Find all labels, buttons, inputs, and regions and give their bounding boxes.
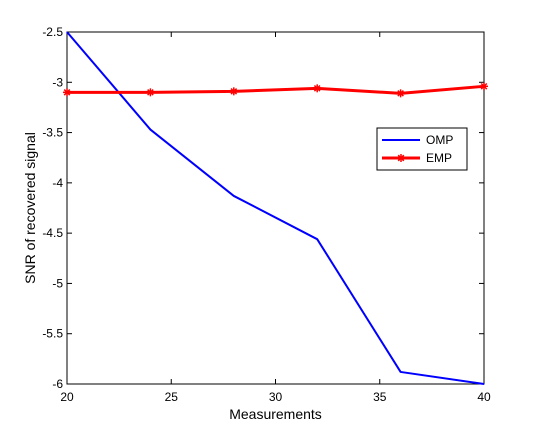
plot-area [66, 31, 485, 385]
x-axis-label: Measurements [229, 406, 322, 422]
x-tick-label: 30 [269, 390, 283, 404]
legend-box [376, 127, 468, 171]
series-line-omp [66, 31, 485, 385]
x-tick-label: 35 [373, 390, 387, 404]
y-tick-label: -3 [52, 75, 63, 89]
x-tick-label: 40 [477, 390, 491, 404]
y-tick-label: -6 [52, 377, 63, 391]
y-tick-label: -2.5 [42, 25, 63, 39]
data-point-emp [146, 88, 155, 97]
data-point-emp [396, 89, 405, 98]
data-point-emp [229, 87, 238, 96]
legend: OMP EMP [376, 127, 468, 171]
data-point-emp [313, 84, 322, 93]
x-tick-label: 20 [60, 390, 74, 404]
y-tick-label: -3.5 [42, 126, 63, 140]
series-line-emp [67, 84, 485, 95]
y-tick-label: -5 [52, 276, 63, 290]
series-layer [63, 31, 488, 385]
legend-star-emp [397, 154, 405, 162]
legend-marker-emp [397, 154, 405, 162]
y-axis-label: SNR of recovered signal [22, 132, 38, 284]
legend-label-emp: EMP [426, 151, 452, 165]
legend-label-omp: OMP [426, 133, 453, 147]
y-tick-label: -4 [52, 176, 63, 190]
y-tick-label: -5.5 [42, 327, 63, 341]
x-tick-label: 25 [165, 390, 179, 404]
y-tick-label: -4.5 [42, 226, 63, 240]
data-point-emp [63, 88, 71, 97]
data-point-emp [480, 82, 488, 91]
